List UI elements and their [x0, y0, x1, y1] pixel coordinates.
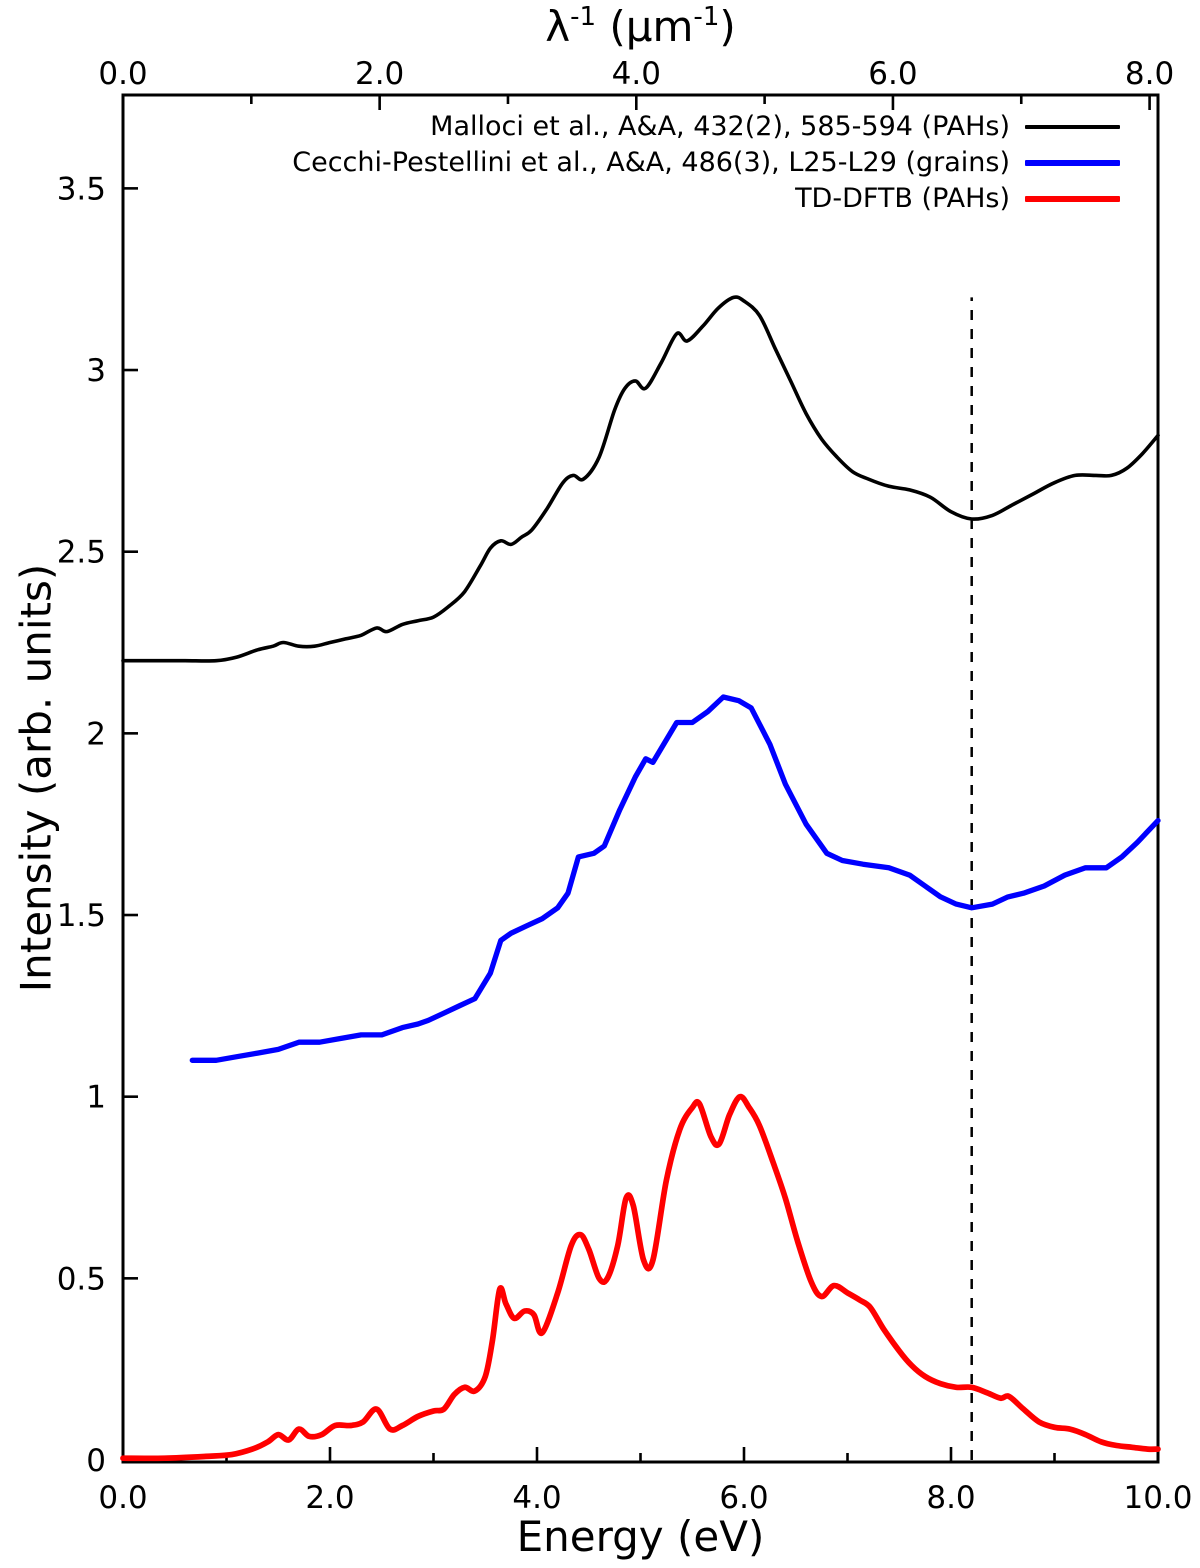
legend-label-1: Cecchi-Pestellini et al., A&A, 486(3), L… — [292, 147, 1010, 178]
y-axis-title: Intensity (arb. units) — [11, 563, 61, 993]
y-tick-label: 2.5 — [57, 535, 106, 571]
legend-line-swatch-1 — [1025, 160, 1120, 166]
top-axis-title-mid: (μm — [596, 2, 694, 51]
y-tick-label: 1.5 — [57, 898, 106, 934]
x-tick-label: 4.0 — [512, 1480, 561, 1516]
top-tick-label: 6.0 — [868, 56, 917, 92]
y-tick-label: 1 — [86, 1080, 106, 1116]
top-tick-label: 0.0 — [98, 56, 147, 92]
legend: Malloci et al., A&A, 432(2), 585-594 (PA… — [292, 109, 1120, 217]
legend-line-swatch-2 — [1025, 196, 1120, 202]
y-tick-label: 3 — [86, 353, 106, 389]
x-tick-label: 8.0 — [926, 1480, 975, 1516]
y-tick-label: 3.5 — [57, 171, 106, 207]
x-tick-label: 0.0 — [98, 1480, 147, 1516]
y-tick-label: 0 — [86, 1443, 106, 1479]
series-curves — [120, 295, 1161, 1462]
x-axis-ticks — [121, 1447, 1160, 1461]
top-axis-title: λ-1 (μm-1) — [123, 2, 1158, 51]
x-tick-label: 6.0 — [719, 1480, 768, 1516]
top-axis-ticks — [121, 96, 1151, 110]
top-axis-tick-labels: 0.0 2.0 4.0 6.0 8.0 — [98, 56, 1174, 92]
legend-line-swatch-0 — [1025, 125, 1120, 129]
x-axis-tick-labels: 0.0 2.0 4.0 6.0 8.0 10.0 — [98, 1480, 1192, 1516]
x-tick-label: 10.0 — [1123, 1480, 1192, 1516]
x-axis-title: Energy (eV) — [516, 1512, 765, 1561]
top-tick-label: 8.0 — [1125, 56, 1174, 92]
y-axis-ticks — [124, 187, 138, 1462]
top-axis-title-end: ) — [719, 2, 736, 51]
y-axis-tick-labels: 0 0.5 1 1.5 2 2.5 3 3.5 — [57, 171, 106, 1479]
axes-spines — [121, 93, 1160, 1464]
series-curve-2 — [120, 1093, 1161, 1462]
top-axis-title-lambda: λ — [545, 2, 571, 51]
top-tick-label: 2.0 — [355, 56, 404, 92]
legend-row-2: TD-DFTB (PAHs) — [292, 181, 1120, 217]
top-axis-title-sup1: -1 — [570, 1, 597, 32]
x-tick-label: 2.0 — [305, 1480, 354, 1516]
legend-row-1: Cecchi-Pestellini et al., A&A, 486(3), L… — [292, 145, 1120, 181]
top-axis-title-sup2: -1 — [693, 1, 720, 32]
legend-row-0: Malloci et al., A&A, 432(2), 585-594 (PA… — [292, 109, 1120, 145]
top-tick-label: 4.0 — [612, 56, 661, 92]
series-curve-1 — [189, 694, 1161, 1063]
y-tick-label: 0.5 — [57, 1261, 106, 1297]
y-tick-label: 2 — [86, 716, 106, 752]
legend-label-2: TD-DFTB (PAHs) — [795, 183, 1010, 214]
series-curve-0 — [121, 295, 1160, 663]
legend-label-0: Malloci et al., A&A, 432(2), 585-594 (PA… — [430, 111, 1010, 142]
